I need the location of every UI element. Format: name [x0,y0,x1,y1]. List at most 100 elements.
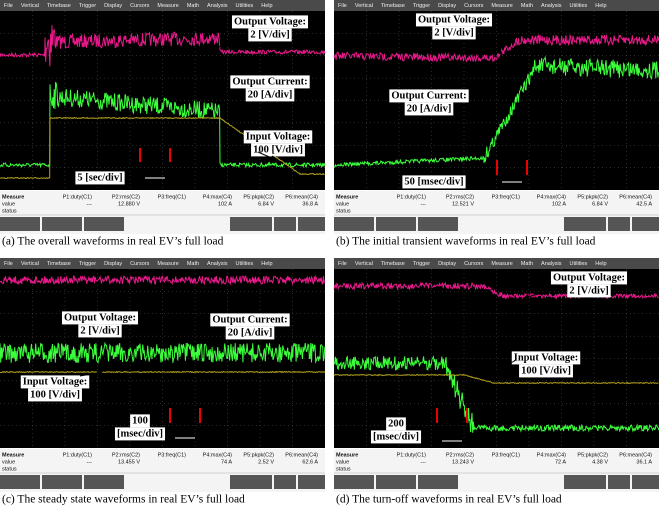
annotation-text: Output Current: [232,76,307,87]
menu-item: Vertical [21,261,39,267]
annotation-text: 2 [V/div] [434,27,473,38]
caption: (b) The initial transient waveforms in r… [336,236,596,248]
measure-column: P1:duty(C1) [397,452,427,458]
measure-value: --- [87,201,93,207]
measure-value: 102 A [552,201,566,207]
measure-column: P3:freq(C1) [158,194,187,200]
channel-box [334,217,374,231]
channel-box [274,475,296,489]
measure-value: 12.521 V [452,201,474,207]
menu-item: Analysis [207,261,228,267]
menu-item: Measure [491,261,512,267]
measure-label: status [2,208,17,214]
figure: File Vertical Timebase Trigger Display Cursor… [0,0,659,509]
menu-item: Utilities [570,3,588,9]
measure-value: 36.1 A [636,459,652,465]
menu-item: File [4,261,13,267]
channel-box [84,217,124,231]
menu-item: Analysis [541,3,562,9]
measure-label: Measure [336,452,358,458]
measure-value: 13.243 V [452,459,474,465]
annotation-text: 100 [V/div] [30,389,80,400]
measure-column: P6:mean(C4) [619,452,652,458]
channel-box [632,475,659,489]
annotation-text: 200 [388,418,404,429]
measure-value: 6.84 V [592,201,608,207]
menu-item: Math [187,3,199,9]
annotation-text: 20 [A/div] [228,327,273,338]
menu-item: Display [438,261,456,267]
menu-item: Trigger [79,3,96,9]
measure-value: --- [421,201,427,207]
caption: (d) The turn-off waveforms in real EV’s … [336,494,562,506]
menu-item: Help [595,261,606,267]
annotation-text: Input Voltage: [246,131,310,142]
menu-item: Utilities [570,261,588,267]
measure-label: value [2,201,15,207]
menu-item: File [338,261,347,267]
channel-box [298,475,325,489]
channel-box [230,475,272,489]
annotation-text: Output Voltage: [64,312,136,323]
menu-item: Display [438,3,456,9]
measure-column: P2:rms(C2) [112,452,140,458]
channel-box [608,475,630,489]
menu-item: Trigger [79,261,96,267]
measure-label: Measure [336,194,358,200]
measure-column: P2:rms(C2) [446,194,474,200]
measure-column: P2:rms(C2) [446,452,474,458]
measure-column: P5:pkpk(C2) [577,194,608,200]
annotation-text: 100 [V/div] [521,365,571,376]
measure-column: P6:mean(C4) [285,452,318,458]
measure-column: P1:duty(C1) [63,194,93,200]
measure-column: P1:duty(C1) [397,194,427,200]
measure-column: P3:freq(C1) [492,452,521,458]
measure-value: --- [421,459,427,465]
annotation-text: Output Current: [391,90,466,101]
channel-box [418,217,458,231]
menu-item: Help [595,3,606,9]
measure-label: Measure [2,452,24,458]
channel-box [564,475,606,489]
annotation-text: Input Voltage: [514,352,578,363]
channel-box [632,217,659,231]
measure-label: status [336,466,351,472]
menu-item: Cursors [130,3,150,9]
channel-box [42,217,82,231]
annotation-text: [msec/div] [373,431,419,442]
measure-column: P2:rms(C2) [112,194,140,200]
measure-value: --- [87,459,93,465]
measure-label: value [336,459,349,465]
annotation-text: Output Voltage: [553,272,625,283]
annotation-text: Output Voltage: [234,16,306,27]
panel: FileVerticalTimebaseTriggerDisplayCursor… [334,0,659,248]
measure-column: P5:pkpk(C2) [243,452,274,458]
measure-label: value [336,201,349,207]
measure-column: P4:max(C4) [203,194,233,200]
measure-value: 36.8 A [302,201,318,207]
caption: (a) The overall waveforms in real EV’s f… [2,236,224,248]
measure-column: P1:duty(C1) [63,452,93,458]
menu-item: Timebase [381,3,405,9]
annotation-text: Output Voltage: [418,14,490,25]
measure-column: P4:max(C4) [537,194,567,200]
menu-item: Trigger [413,261,430,267]
annotation-text: 2 [V/div] [250,29,289,40]
menu-item: Timebase [381,261,405,267]
channel-box [564,217,606,231]
measure-column: P6:mean(C4) [619,194,652,200]
measure-value: 62.6 A [302,459,318,465]
measure-value: 6.84 V [258,201,274,207]
menu-item: Vertical [21,3,39,9]
menu-item: Display [104,261,122,267]
menu-item: Math [521,261,533,267]
channel-box [0,475,40,489]
channel-box [42,475,82,489]
menu-item: Timebase [47,261,71,267]
measure-column: P5:pkpk(C2) [577,452,608,458]
menu-item: Utilities [236,261,254,267]
measure-value: 102 A [218,201,232,207]
annotation-text: Input Voltage: [23,376,87,387]
annotation-text: 2 [V/div] [569,285,608,296]
